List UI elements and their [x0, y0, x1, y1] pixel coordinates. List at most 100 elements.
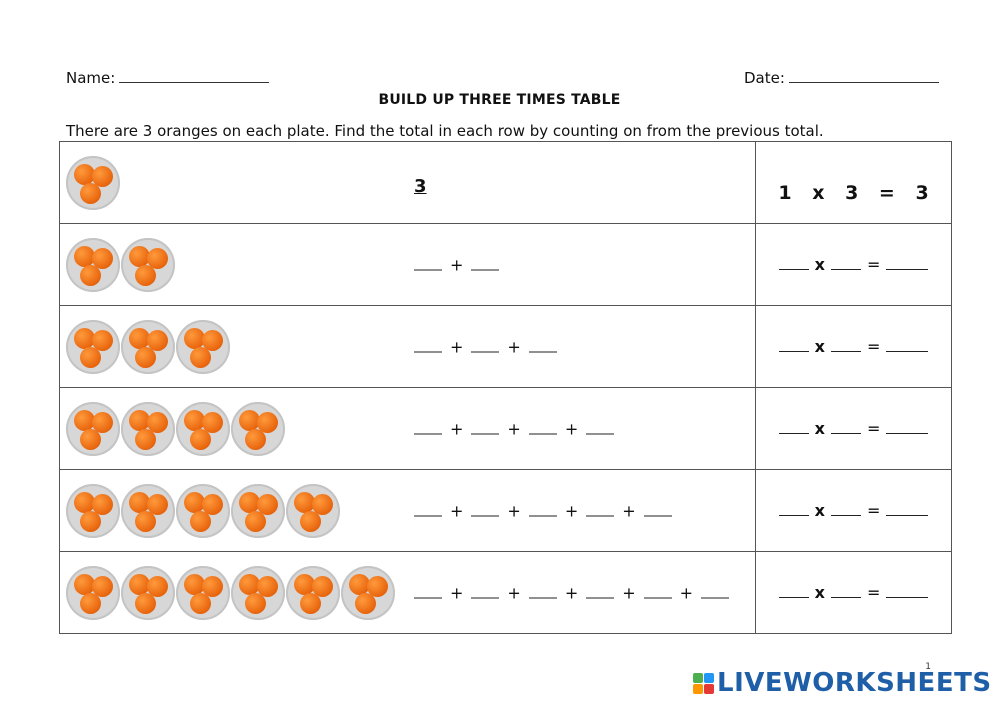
- factor-blank[interactable]: [830, 501, 861, 516]
- factor-blank[interactable]: [830, 255, 861, 270]
- orange-icon: [312, 493, 333, 515]
- addend-blank[interactable]: [414, 255, 442, 270]
- plate-of-oranges-icon: [121, 483, 175, 538]
- addend-blank[interactable]: [701, 583, 730, 598]
- orange-icon: [190, 510, 211, 532]
- orange-icon: [92, 329, 113, 351]
- addend-blank[interactable]: [414, 583, 442, 598]
- product-blank[interactable]: [886, 255, 929, 270]
- addend-blank[interactable]: [643, 583, 672, 598]
- orange-icon: [74, 245, 95, 267]
- addend-blank[interactable]: [528, 419, 557, 434]
- product-blank[interactable]: [886, 583, 929, 598]
- orange-icon: [92, 247, 113, 269]
- orange-icon: [147, 411, 168, 433]
- factor-blank[interactable]: [830, 419, 861, 434]
- multiplication-cell: x =: [755, 469, 952, 552]
- orange-icon: [147, 247, 168, 269]
- addend-blank[interactable]: [414, 501, 442, 516]
- orange-icon: [135, 428, 156, 450]
- plus-sign: +: [450, 583, 464, 602]
- orange-icon: [367, 575, 388, 597]
- date-field: Date:: [744, 68, 939, 87]
- addend-blank[interactable]: [414, 419, 442, 434]
- addend-blank[interactable]: [471, 583, 500, 598]
- orange-icon: [92, 493, 113, 515]
- plate-of-oranges-icon: [121, 565, 175, 620]
- addend-blank[interactable]: [471, 419, 500, 434]
- plus-sign: +: [564, 419, 579, 438]
- orange-icon: [135, 346, 156, 368]
- product-blank[interactable]: [886, 337, 929, 352]
- orange-icon: [135, 264, 156, 286]
- multiplication-cell: x =: [755, 387, 952, 470]
- addend-blank[interactable]: [586, 501, 615, 516]
- plate-of-oranges-icon: [66, 237, 120, 292]
- times-sign: x: [814, 583, 825, 602]
- orange-icon: [80, 264, 101, 286]
- orange-icon: [147, 575, 168, 597]
- orange-icon: [74, 327, 95, 349]
- factor-blank[interactable]: [778, 419, 809, 434]
- orange-icon: [202, 575, 223, 597]
- plus-sign: +: [564, 501, 579, 520]
- plus-sign: +: [450, 337, 464, 356]
- orange-icon: [184, 327, 205, 349]
- addend-blank[interactable]: [528, 583, 557, 598]
- orange-icon: [92, 411, 113, 433]
- multiplication-expression: x =: [778, 501, 929, 520]
- plate-of-oranges-icon: [121, 237, 175, 292]
- orange-icon: [245, 510, 266, 532]
- table-row: + + + x =: [58, 387, 952, 470]
- plate-of-oranges-icon: [66, 483, 120, 538]
- plates-cell: +: [58, 223, 757, 306]
- addend-blank[interactable]: [528, 501, 557, 516]
- plate-of-oranges-icon: [176, 483, 230, 538]
- plate-of-oranges-icon: [66, 401, 120, 456]
- orange-icon: [239, 573, 260, 595]
- addend-blank[interactable]: [643, 501, 672, 516]
- plus-sign: +: [450, 255, 464, 274]
- plates-cell: + + + + +: [58, 551, 757, 634]
- date-blank[interactable]: [788, 68, 939, 83]
- factor-blank[interactable]: [778, 501, 809, 516]
- plate-of-oranges-icon: [176, 565, 230, 620]
- orange-icon: [312, 575, 333, 597]
- orange-icon: [257, 493, 278, 515]
- logo-mark-icon: [693, 672, 714, 694]
- addend-blank[interactable]: [471, 337, 500, 352]
- plate-of-oranges-icon: [66, 565, 120, 620]
- addend-blank[interactable]: [528, 337, 557, 352]
- orange-icon: [74, 163, 95, 185]
- plate-of-oranges-icon: [341, 565, 395, 620]
- logo-square: [704, 683, 714, 694]
- orange-icon: [129, 327, 150, 349]
- multiplication-expression: x =: [778, 583, 929, 602]
- addend-blank[interactable]: [471, 501, 500, 516]
- logo-square: [693, 672, 703, 683]
- plates-cell: + +: [58, 305, 757, 388]
- times-sign: x: [814, 419, 825, 438]
- addend-blank[interactable]: [586, 583, 615, 598]
- factor-blank[interactable]: [778, 583, 809, 598]
- equals-sign: =: [866, 583, 881, 602]
- addend-blank[interactable]: [414, 337, 442, 352]
- plates-group: [66, 237, 175, 292]
- plate-of-oranges-icon: [176, 319, 230, 374]
- name-blank[interactable]: [119, 68, 270, 83]
- addend-blank[interactable]: [586, 419, 615, 434]
- factor-blank[interactable]: [778, 255, 809, 270]
- factor-blank[interactable]: [830, 337, 861, 352]
- orange-icon: [355, 592, 376, 614]
- multiplication-expression: x =: [778, 419, 929, 438]
- orange-icon: [300, 510, 321, 532]
- product-blank[interactable]: [886, 419, 929, 434]
- addend-blank[interactable]: [471, 255, 500, 270]
- plate-of-oranges-icon: [231, 401, 285, 456]
- table-row: + + + + + x =: [58, 551, 952, 634]
- product-blank[interactable]: [886, 501, 929, 516]
- factor-blank[interactable]: [778, 337, 809, 352]
- factor-blank[interactable]: [830, 583, 861, 598]
- addition-expression: +: [414, 255, 500, 274]
